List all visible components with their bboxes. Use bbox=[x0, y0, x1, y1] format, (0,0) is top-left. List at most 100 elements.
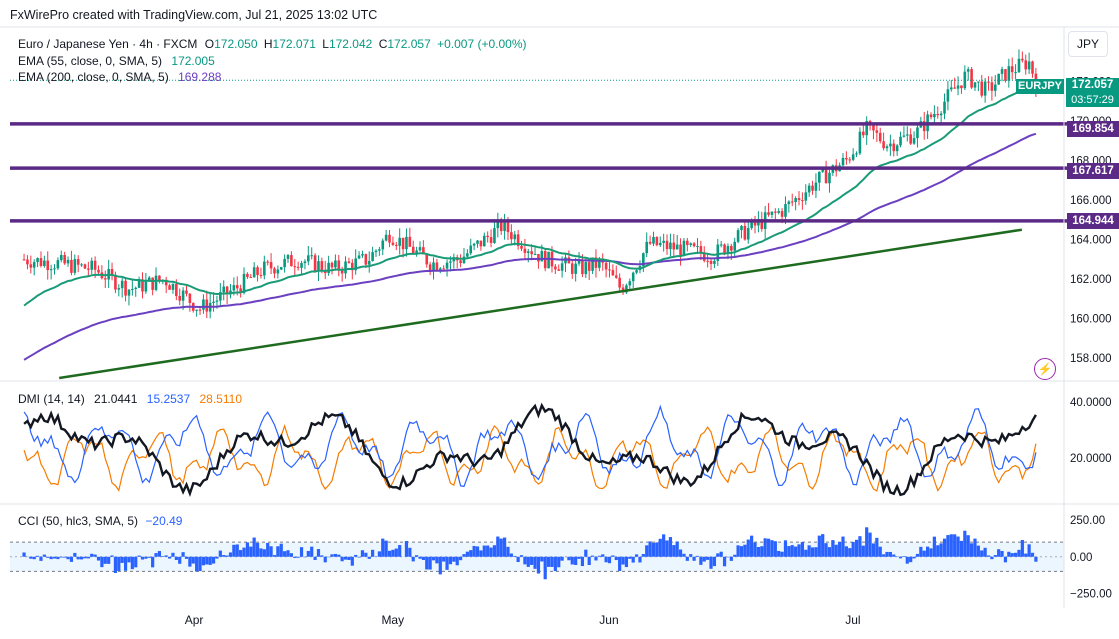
candle-body bbox=[943, 101, 946, 114]
candle-body bbox=[154, 275, 158, 290]
ema200-line bbox=[23, 132, 1037, 361]
cci-bar bbox=[347, 556, 351, 561]
candle-body bbox=[949, 87, 953, 90]
candle-body bbox=[493, 228, 496, 243]
candle-body bbox=[790, 201, 794, 203]
candle-body bbox=[980, 81, 984, 96]
cci-bar bbox=[489, 547, 493, 557]
candle-body bbox=[466, 253, 469, 257]
dmi-minus-line bbox=[23, 423, 1037, 492]
dmi-pane bbox=[23, 402, 1037, 498]
candle-body bbox=[845, 157, 848, 160]
cci-legend[interactable]: CCI (50, hlc3, SMA, 5) −20.49 bbox=[18, 514, 182, 528]
candle-body bbox=[801, 200, 804, 202]
cci-bar bbox=[722, 556, 727, 567]
cci-bar bbox=[404, 541, 409, 557]
cci-bar bbox=[1003, 556, 1008, 563]
candle-body bbox=[428, 264, 432, 271]
y-tick-label: 160.000 bbox=[1070, 314, 1112, 326]
cci-bar bbox=[716, 553, 720, 557]
candle-body bbox=[22, 259, 26, 261]
ema55-legend[interactable]: EMA (55, close, 0, SMA, 5) 172.005 bbox=[18, 54, 215, 68]
y-tick-label: 158.000 bbox=[1070, 353, 1112, 365]
candle-body bbox=[87, 268, 90, 270]
cci-bar bbox=[817, 535, 821, 557]
cci-bar bbox=[550, 556, 554, 567]
candle-body bbox=[120, 280, 124, 289]
cci-bar bbox=[103, 556, 107, 564]
candle-body bbox=[858, 131, 862, 154]
candle-body bbox=[381, 240, 385, 250]
cci-bar bbox=[533, 556, 537, 569]
candle-body bbox=[851, 154, 855, 160]
candle-body bbox=[418, 247, 422, 251]
candle-body bbox=[977, 81, 980, 83]
candle-body bbox=[215, 300, 219, 302]
cci-bar bbox=[391, 549, 395, 557]
cci-bar bbox=[337, 554, 341, 557]
candle-body bbox=[936, 113, 940, 116]
dmi-plus-line bbox=[23, 404, 1037, 488]
candle-body bbox=[862, 131, 865, 136]
candle-body bbox=[916, 127, 919, 139]
candle-body bbox=[205, 299, 209, 312]
cci-bar bbox=[878, 546, 882, 557]
cci-bar bbox=[844, 546, 848, 557]
candle-body bbox=[422, 247, 425, 255]
candle-body bbox=[598, 258, 601, 268]
x-tick-label: May bbox=[381, 613, 404, 627]
cci-bar bbox=[249, 546, 253, 557]
cci-bar bbox=[770, 540, 774, 557]
cci-bar bbox=[222, 555, 226, 557]
candle-body bbox=[354, 258, 357, 271]
ema200-legend[interactable]: EMA (200, close, 0, SMA, 5) 169.288 bbox=[18, 70, 221, 84]
y-tick-label: 164.000 bbox=[1070, 235, 1112, 247]
candle-body bbox=[29, 264, 33, 268]
candle-body bbox=[127, 289, 131, 296]
cci-bar bbox=[621, 556, 625, 565]
x-tick-label: Jun bbox=[599, 613, 618, 627]
high-label: H bbox=[263, 37, 273, 51]
cci-bar bbox=[76, 556, 80, 560]
candle-body bbox=[1000, 69, 1004, 74]
candle-body bbox=[618, 277, 621, 288]
cci-bar bbox=[513, 555, 517, 557]
candle-body bbox=[533, 254, 537, 256]
lightning-icon[interactable]: ⚡ bbox=[1034, 358, 1056, 380]
level-tag-169854: 169.854 bbox=[1067, 121, 1119, 137]
cci-bar bbox=[46, 556, 50, 558]
cci-bar bbox=[986, 555, 991, 557]
cci-bar bbox=[354, 554, 358, 557]
cci-bar bbox=[983, 547, 987, 557]
cci-bar bbox=[201, 556, 206, 566]
candle-body bbox=[997, 73, 1000, 85]
currency-button[interactable]: JPY bbox=[1068, 31, 1108, 57]
candle-body bbox=[246, 273, 249, 278]
candle-body bbox=[672, 242, 676, 250]
cci-bar bbox=[851, 541, 855, 557]
cci-bar bbox=[178, 556, 182, 564]
cci-bar bbox=[438, 556, 442, 575]
cci-bar bbox=[726, 556, 730, 558]
cci-bar bbox=[411, 556, 415, 562]
cci-bar bbox=[469, 550, 473, 557]
candle-body bbox=[635, 270, 638, 273]
cci-bar bbox=[35, 555, 40, 557]
cci-bar bbox=[364, 552, 368, 557]
cci-bar bbox=[577, 556, 581, 559]
cci-bar bbox=[442, 556, 446, 562]
dmi-legend[interactable]: DMI (14, 14) 21.0441 15.2537 28.5110 bbox=[18, 392, 242, 406]
cci-bar bbox=[794, 546, 798, 557]
candle-body bbox=[486, 235, 489, 238]
adx-line bbox=[23, 402, 1037, 498]
cci-bar bbox=[685, 556, 689, 561]
candle-body bbox=[273, 268, 276, 274]
candle-body bbox=[966, 69, 970, 72]
close-label: C bbox=[378, 37, 388, 51]
candle-body bbox=[59, 255, 63, 261]
cci-bar bbox=[953, 534, 957, 557]
cci-bar bbox=[120, 556, 124, 563]
candle-body bbox=[97, 269, 100, 273]
candle-body bbox=[594, 257, 598, 268]
